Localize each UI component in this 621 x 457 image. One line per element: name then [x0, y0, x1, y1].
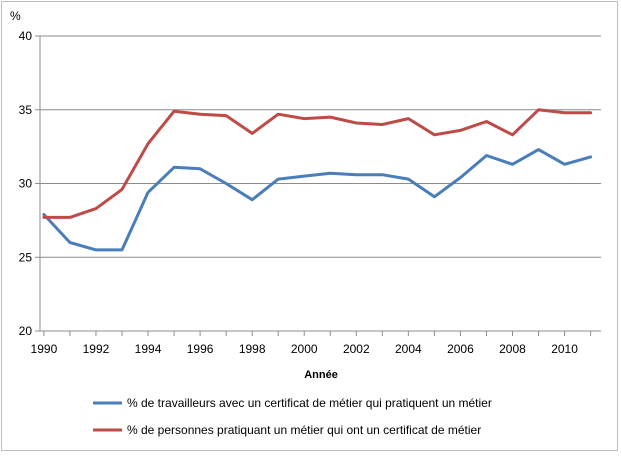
y-tick-label-3: 35: [19, 103, 33, 117]
axes: [35, 35, 601, 336]
legend-label-series-2: % de personnes pratiquant un métier qui …: [127, 423, 481, 437]
x-tick-label-2: 1994: [135, 342, 162, 356]
x-tick-label-7: 2004: [395, 342, 422, 356]
legend-entry-series-1: % de travailleurs avec un certificat de …: [93, 396, 492, 410]
gridlines: [40, 35, 601, 258]
x-tick-label-6: 2002: [343, 342, 370, 356]
legend-label-series-1: % de travailleurs avec un certificat de …: [127, 396, 492, 410]
y-tick-label-0: 20: [19, 324, 33, 338]
x-tick-label-3: 1996: [187, 342, 214, 356]
x-tick-labels: 1990 1992 1994 1996 1998 2000 2002 2004 2006 2008…: [31, 342, 579, 356]
series-line-2: [42, 108, 593, 219]
y-tick-labels: 20 25 30 35 40: [19, 29, 33, 338]
x-tick-label-1: 1992: [83, 342, 110, 356]
x-tick-label-10: 2010: [551, 342, 578, 356]
x-tick-label-8: 2006: [447, 342, 474, 356]
x-tick-label-5: 2000: [291, 342, 318, 356]
y-tick-label-4: 40: [19, 29, 33, 43]
y-tick-label-2: 30: [19, 177, 33, 191]
line-chart: 20 25 30 35 40 1990 1992 1994 1996 1998 2000 2002 2…: [10, 9, 601, 437]
y-tick-label-1: 25: [19, 250, 33, 264]
series-line-1: [42, 148, 593, 252]
x-tick-label-9: 2008: [499, 342, 526, 356]
legend: % de travailleurs avec un certificat de …: [93, 396, 492, 437]
x-axis-label: Année: [304, 369, 338, 381]
x-tick-label-4: 1998: [239, 342, 266, 356]
series-lines: [42, 108, 593, 252]
legend-entry-series-2: % de personnes pratiquant un métier qui …: [93, 423, 481, 437]
chart-frame: 20 25 30 35 40 1990 1992 1994 1996 1998 2000 2002 2…: [1, 1, 618, 451]
x-tick-label-0: 1990: [31, 342, 58, 356]
y-axis-label: %: [10, 9, 21, 23]
